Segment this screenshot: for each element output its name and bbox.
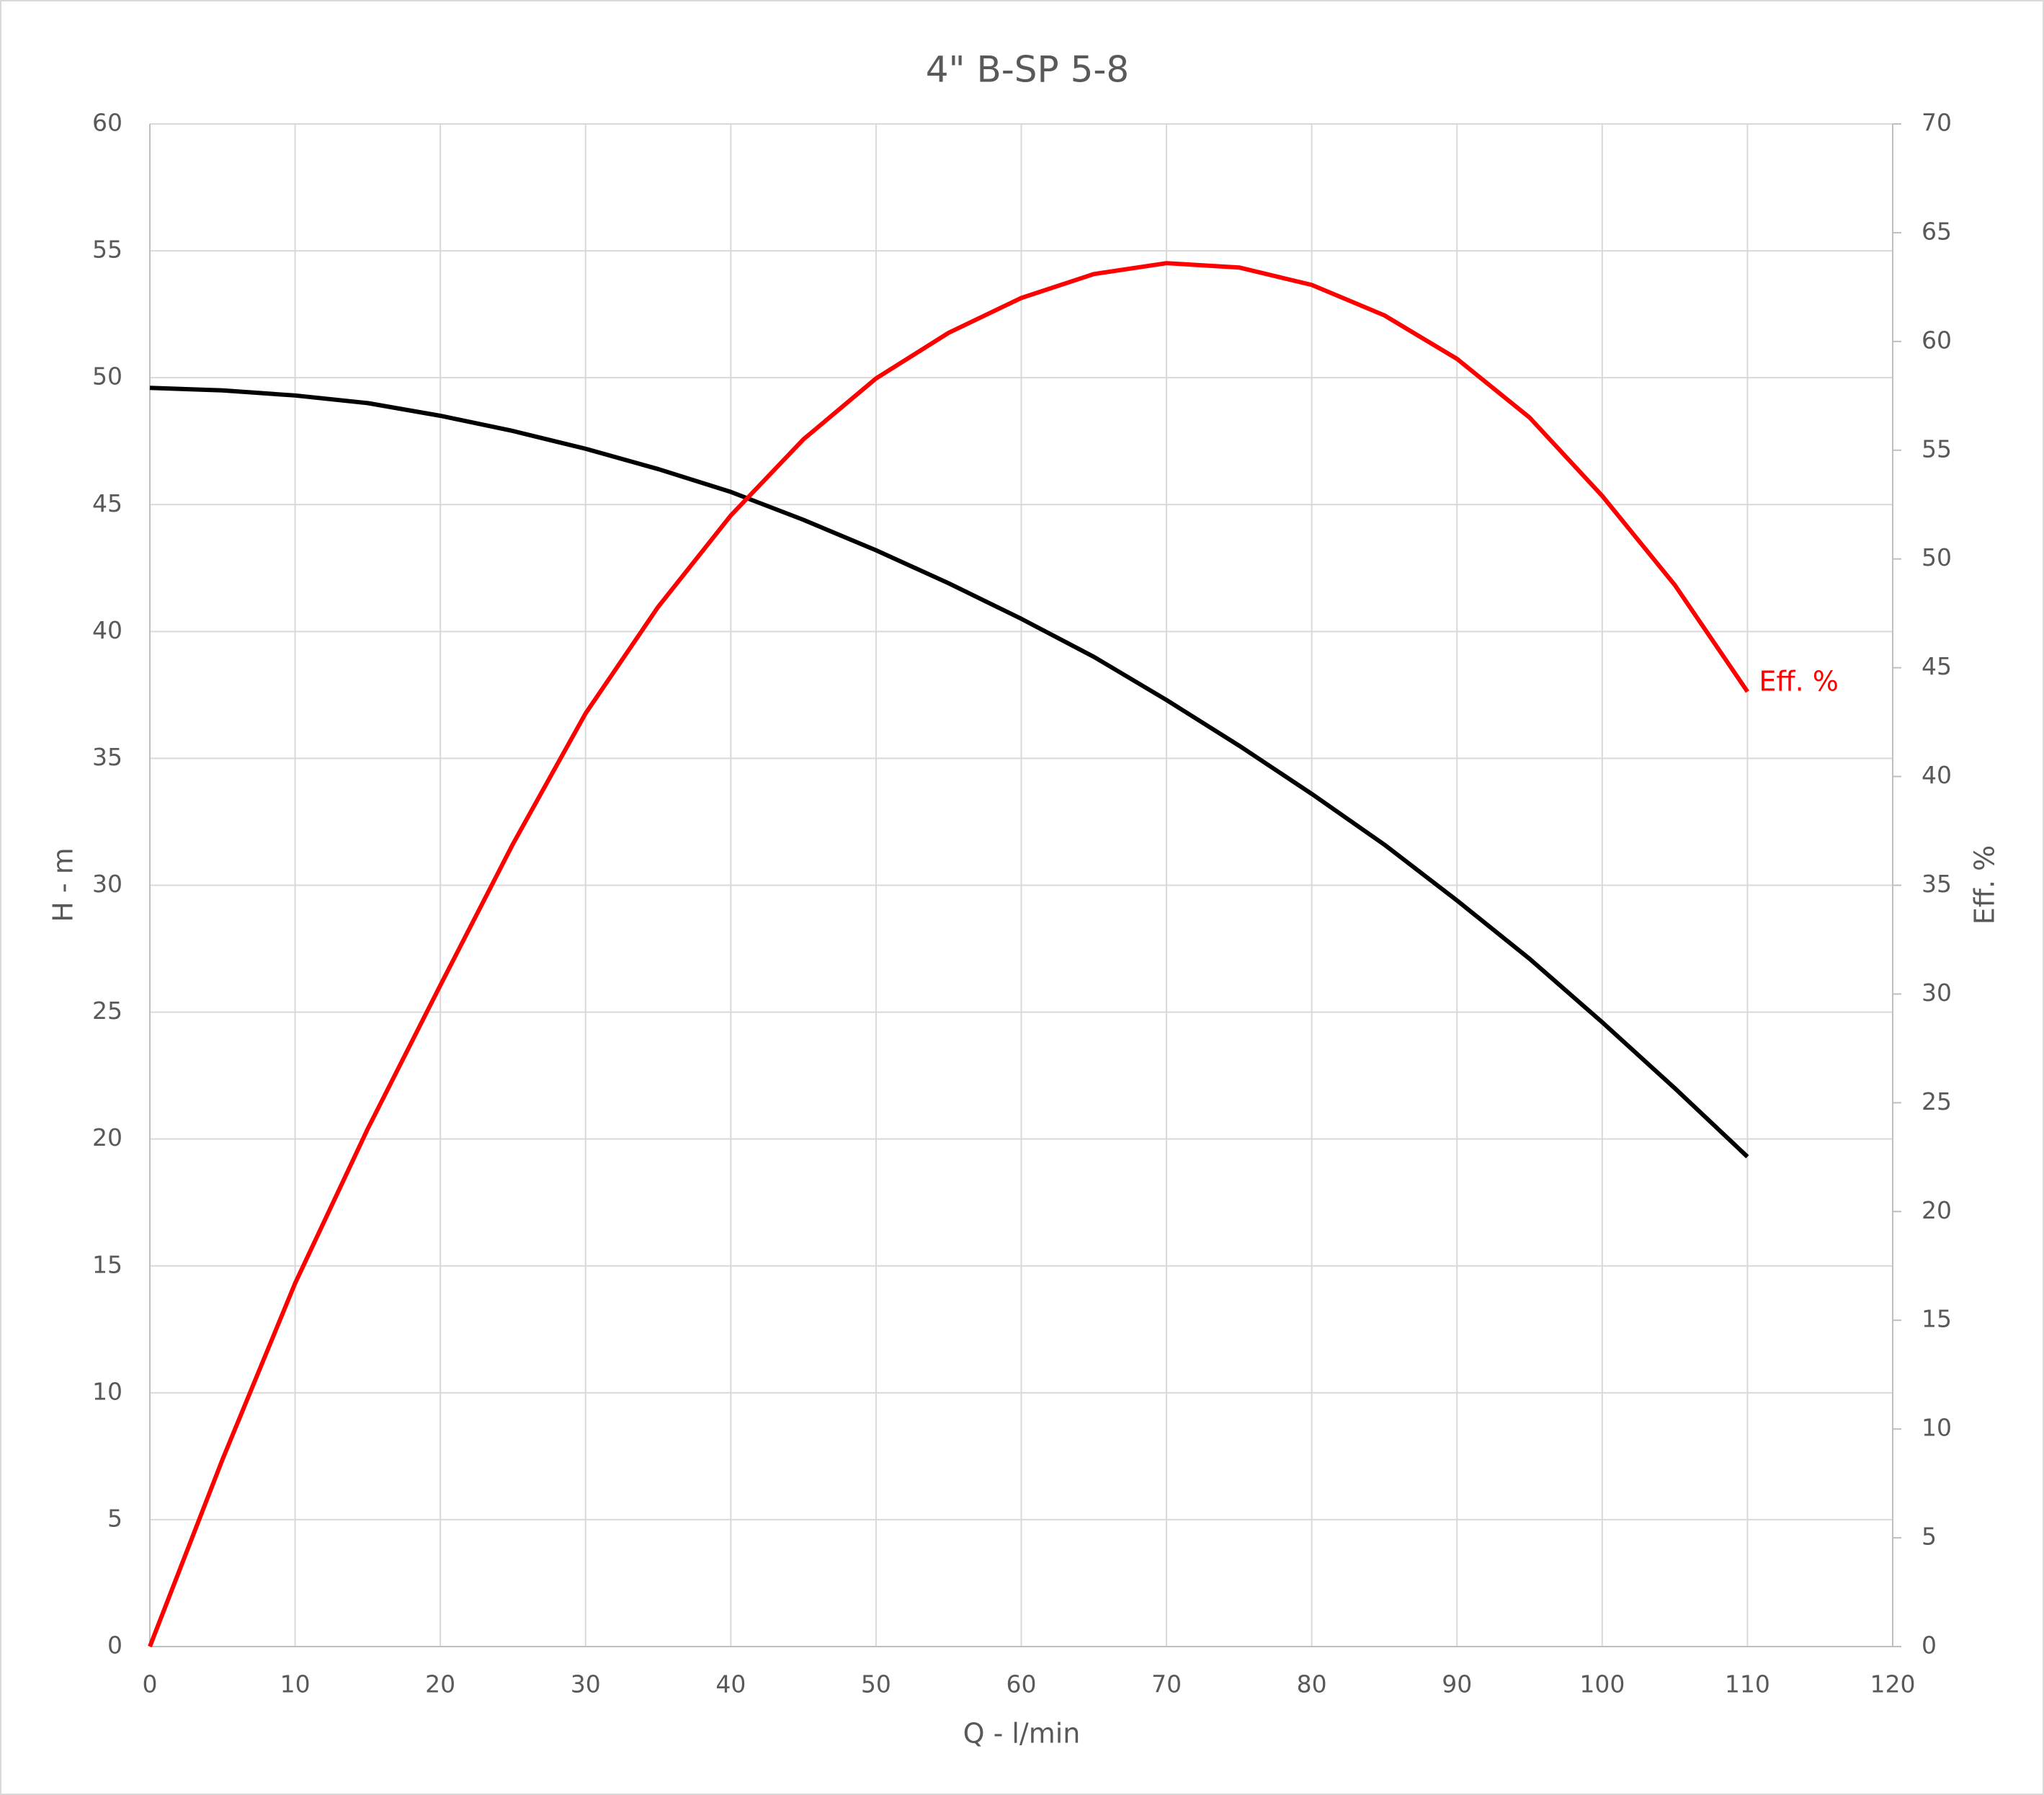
x-tick-label: 0 (143, 1670, 158, 1698)
x-tick-label: 60 (1007, 1670, 1037, 1698)
y-tick-label: 20 (92, 1123, 122, 1152)
x-tick-label: 50 (861, 1670, 891, 1698)
y2-tick-label: 0 (1922, 1631, 1937, 1660)
y-tick-label: 35 (92, 743, 122, 771)
y2-tick-label: 30 (1922, 979, 1952, 1007)
series-line (148, 261, 1749, 1648)
y-axis-label: H - m (48, 847, 79, 922)
y2-tick-label: 45 (1922, 652, 1952, 680)
y2-tick-label: 65 (1922, 217, 1952, 245)
x-tick-label: 40 (715, 1670, 746, 1698)
x-tick-label: 110 (1725, 1670, 1770, 1698)
series-label: Eff. % (1759, 665, 1838, 697)
y-tick-label: 15 (92, 1250, 122, 1278)
x-tick-label: 120 (1870, 1670, 1916, 1698)
y-tick-label: 5 (107, 1504, 122, 1532)
y2-tick-label: 70 (1922, 109, 1952, 137)
y2-tick-label: 40 (1922, 761, 1952, 789)
x-tick-label: 90 (1442, 1670, 1472, 1698)
y2-tick-label: 15 (1922, 1305, 1952, 1333)
y-tick-label: 25 (92, 997, 122, 1025)
y2-tick-label: 20 (1922, 1196, 1952, 1224)
y-tick-label: 60 (92, 109, 122, 137)
x-tick-label: 70 (1151, 1670, 1182, 1698)
y2-tick-label: 50 (1922, 543, 1952, 571)
chart-title: 4" B-SP 5-8 (926, 49, 1130, 91)
y-tick-label: 50 (92, 362, 122, 391)
y2-tick-label: 35 (1922, 870, 1952, 898)
y2-tick-label: 5 (1922, 1523, 1937, 1551)
series-line (149, 386, 1749, 1159)
y2-tick-label: 60 (1922, 326, 1952, 354)
y2-tick-label: 25 (1922, 1087, 1952, 1115)
x-axis-label: Q - l/min (963, 1718, 1081, 1750)
y2-tick-label: 55 (1922, 435, 1952, 463)
y-tick-label: 45 (92, 489, 122, 517)
y-tick-label: 0 (107, 1631, 122, 1660)
y-tick-label: 30 (92, 870, 122, 898)
y-tick-label: 10 (92, 1377, 122, 1405)
y2-tick-label: 10 (1922, 1414, 1952, 1442)
x-tick-label: 80 (1297, 1670, 1327, 1698)
y2-axis-label: Eff. % (1969, 845, 2001, 925)
x-tick-label: 10 (280, 1670, 311, 1698)
x-tick-label: 20 (425, 1670, 455, 1698)
x-tick-label: 30 (571, 1670, 601, 1698)
y-tick-label: 55 (92, 236, 122, 264)
y-tick-label: 40 (92, 616, 122, 644)
x-tick-label: 100 (1579, 1670, 1625, 1698)
